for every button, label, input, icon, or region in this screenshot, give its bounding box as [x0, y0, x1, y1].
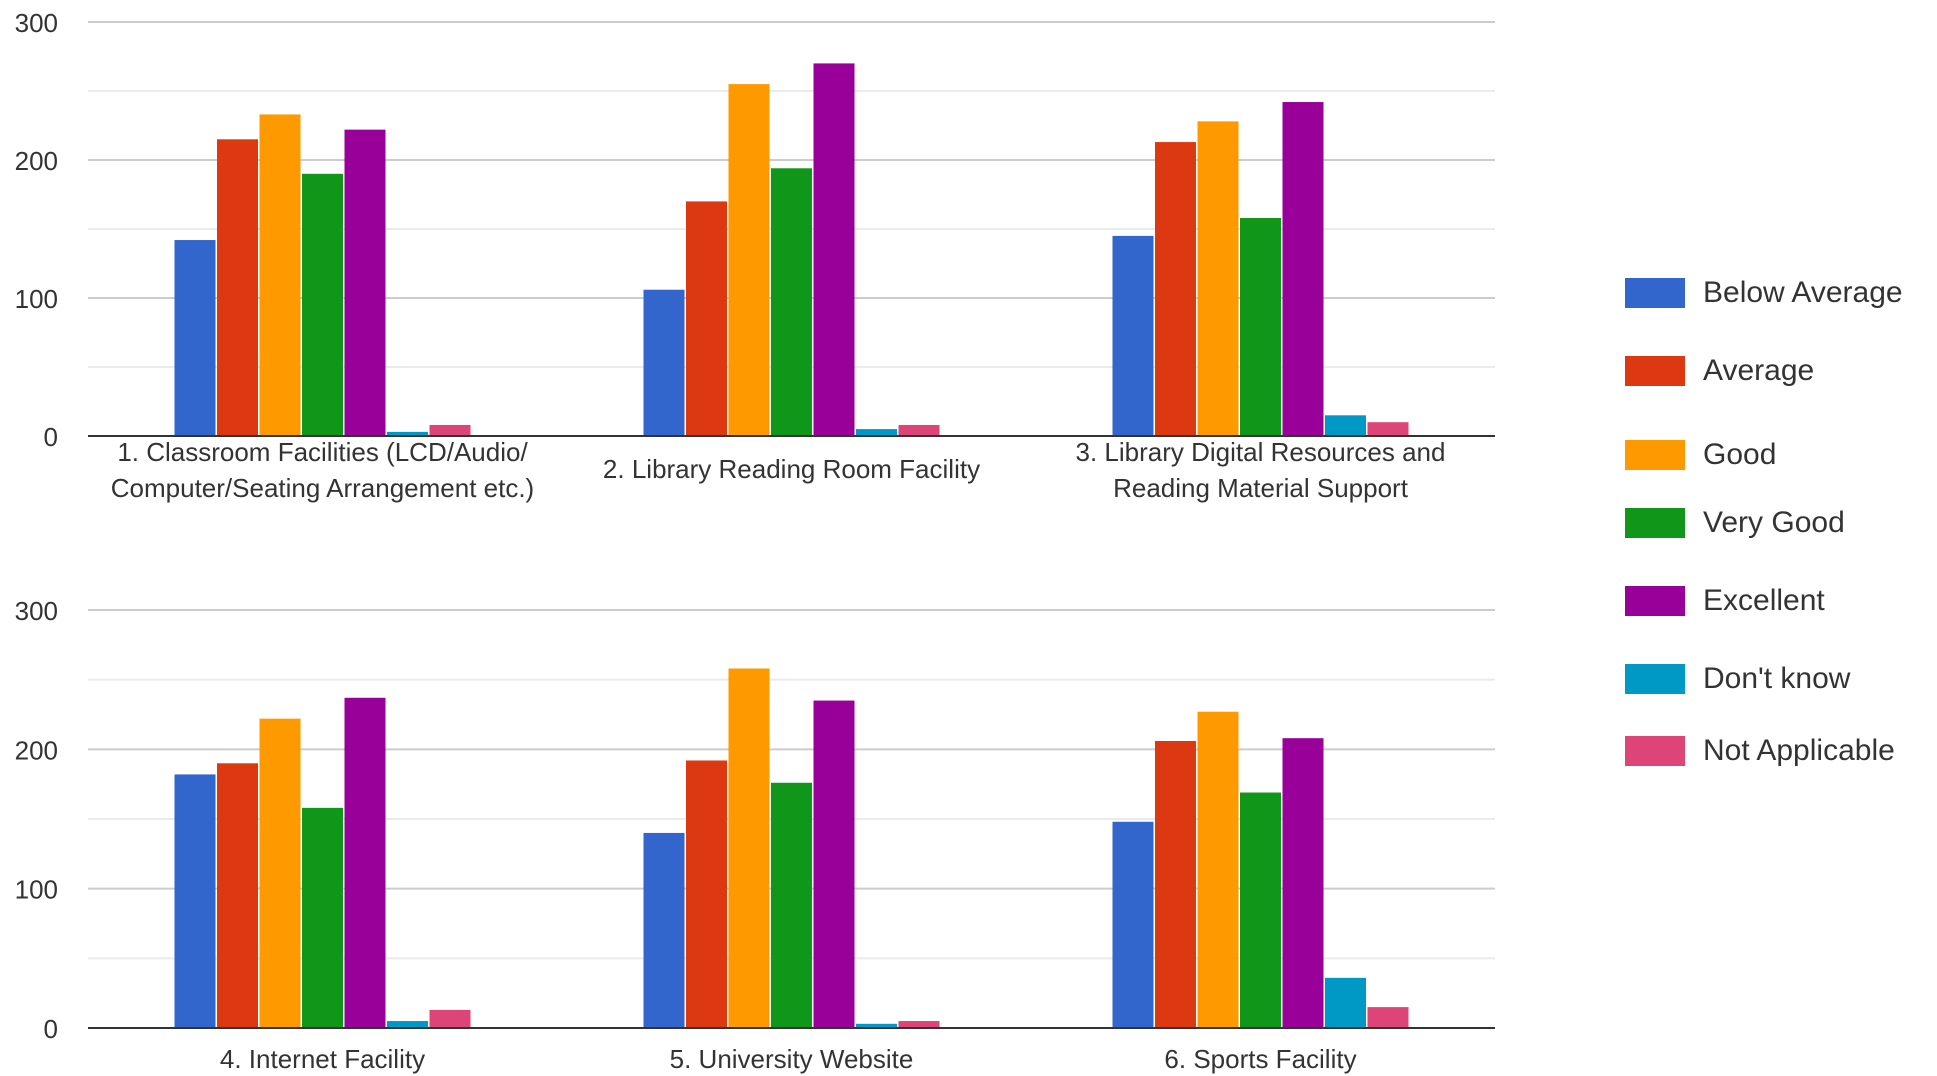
bar-very-good-2: [771, 168, 812, 436]
category-label-line: Reading Material Support: [1113, 473, 1409, 503]
legend-swatch-below-average: [1625, 278, 1685, 308]
legend-swatch-very-good: [1625, 508, 1685, 538]
bar-below-average-4: [174, 774, 216, 1028]
bar-very-good-4: [302, 807, 343, 1028]
bar-excellent-6: [1282, 738, 1324, 1028]
legend-item-below-average: Below Average: [1625, 276, 1925, 309]
legend-item-good: Good: [1625, 438, 1925, 471]
bar-good-5: [728, 668, 770, 1028]
bar-below-average-6: [1112, 821, 1154, 1028]
legend-swatch-average: [1625, 356, 1685, 386]
chart-legend: Below Average Average Good Very Good Exc…: [1625, 276, 1925, 814]
bar-average-5: [686, 760, 727, 1028]
legend-item-dont-know: Don't know: [1625, 662, 1925, 695]
bar-below-average-1: [174, 240, 216, 436]
bar-don-t-know-2: [856, 429, 897, 436]
bar-excellent-4: [344, 697, 386, 1028]
legend-label-average: Average: [1703, 354, 1815, 387]
legend-item-excellent: Excellent: [1625, 584, 1925, 617]
bar-good-2: [728, 84, 770, 436]
bar-average-4: [217, 763, 258, 1028]
bar-excellent-3: [1282, 102, 1324, 436]
bar-don-t-know-1: [387, 431, 428, 436]
category-label-5: 5. University Website: [670, 1044, 914, 1074]
legend-item-very-good: Very Good: [1625, 506, 1925, 539]
legend-label-good: Good: [1703, 438, 1777, 471]
category-label-2: 2. Library Reading Room Facility: [603, 454, 980, 484]
bar-don-t-know-5: [856, 1023, 897, 1028]
bar-not-applicable-3: [1367, 422, 1409, 436]
bar-below-average-3: [1112, 235, 1154, 436]
bar-below-average-5: [643, 832, 685, 1028]
category-label-line: 4. Internet Facility: [220, 1044, 425, 1074]
bar-good-4: [259, 718, 301, 1028]
bar-not-applicable-5: [898, 1021, 940, 1028]
legend-label-very-good: Very Good: [1703, 506, 1845, 539]
category-label-line: 2. Library Reading Room Facility: [603, 454, 980, 484]
category-label-line: 3. Library Digital Resources and: [1076, 437, 1446, 467]
bar-good-6: [1197, 711, 1239, 1028]
y-tick-label-2-2: 200: [15, 735, 58, 765]
category-label-3: 3. Library Digital Resources and Reading …: [1076, 437, 1446, 503]
bar-very-good-6: [1240, 792, 1281, 1028]
legend-item-average: Average: [1625, 354, 1925, 387]
bar-excellent-5: [813, 700, 855, 1028]
legend-swatch-good: [1625, 440, 1685, 470]
y-tick-label-1-3: 300: [15, 8, 58, 38]
y-tick-label-2-1: 100: [15, 875, 58, 905]
category-label-line: Computer/Seating Arrangement etc.): [111, 473, 534, 503]
legend-swatch-dont-know: [1625, 664, 1685, 694]
bar-below-average-2: [643, 289, 685, 436]
category-label-6: 6. Sports Facility: [1164, 1044, 1356, 1074]
legend-item-not-applicable: Not Applicable: [1625, 734, 1925, 767]
legend-label-below-average: Below Average: [1703, 276, 1903, 309]
bar-don-t-know-6: [1325, 977, 1366, 1028]
bar-average-2: [686, 201, 727, 436]
bar-very-good-3: [1240, 217, 1281, 436]
bar-not-applicable-1: [429, 424, 471, 436]
bar-very-good-5: [771, 782, 812, 1028]
bar-average-1: [217, 139, 258, 437]
category-label-4: 4. Internet Facility: [220, 1044, 425, 1074]
y-tick-label-2-0: 0: [44, 1014, 58, 1044]
bar-very-good-1: [302, 173, 343, 437]
category-label-line: 6. Sports Facility: [1164, 1044, 1356, 1074]
category-label-1: 1. Classroom Facilities (LCD/Audio/Compu…: [111, 437, 534, 503]
y-tick-label-1-2: 200: [15, 146, 58, 176]
bar-don-t-know-4: [387, 1021, 428, 1028]
category-label-line: 5. University Website: [670, 1044, 914, 1074]
bar-good-1: [259, 114, 301, 437]
category-label-line: 1. Classroom Facilities (LCD/Audio/: [117, 437, 528, 467]
legend-swatch-excellent: [1625, 586, 1685, 616]
legend-label-dont-know: Don't know: [1703, 662, 1851, 695]
y-tick-label-2-3: 300: [15, 596, 58, 626]
bar-not-applicable-6: [1367, 1007, 1409, 1028]
bar-not-applicable-4: [429, 1009, 471, 1028]
bar-excellent-1: [344, 129, 386, 436]
legend-label-not-applicable: Not Applicable: [1703, 734, 1895, 767]
y-tick-label-1-0: 0: [44, 422, 58, 452]
bar-excellent-2: [813, 63, 855, 437]
legend-swatch-not-applicable: [1625, 736, 1685, 766]
bar-don-t-know-3: [1325, 415, 1366, 436]
bar-not-applicable-2: [898, 424, 940, 436]
legend-label-excellent: Excellent: [1703, 584, 1825, 617]
bar-average-3: [1155, 142, 1196, 436]
y-tick-label-1-1: 100: [15, 284, 58, 314]
bar-good-3: [1197, 121, 1239, 437]
bar-average-6: [1155, 740, 1196, 1028]
